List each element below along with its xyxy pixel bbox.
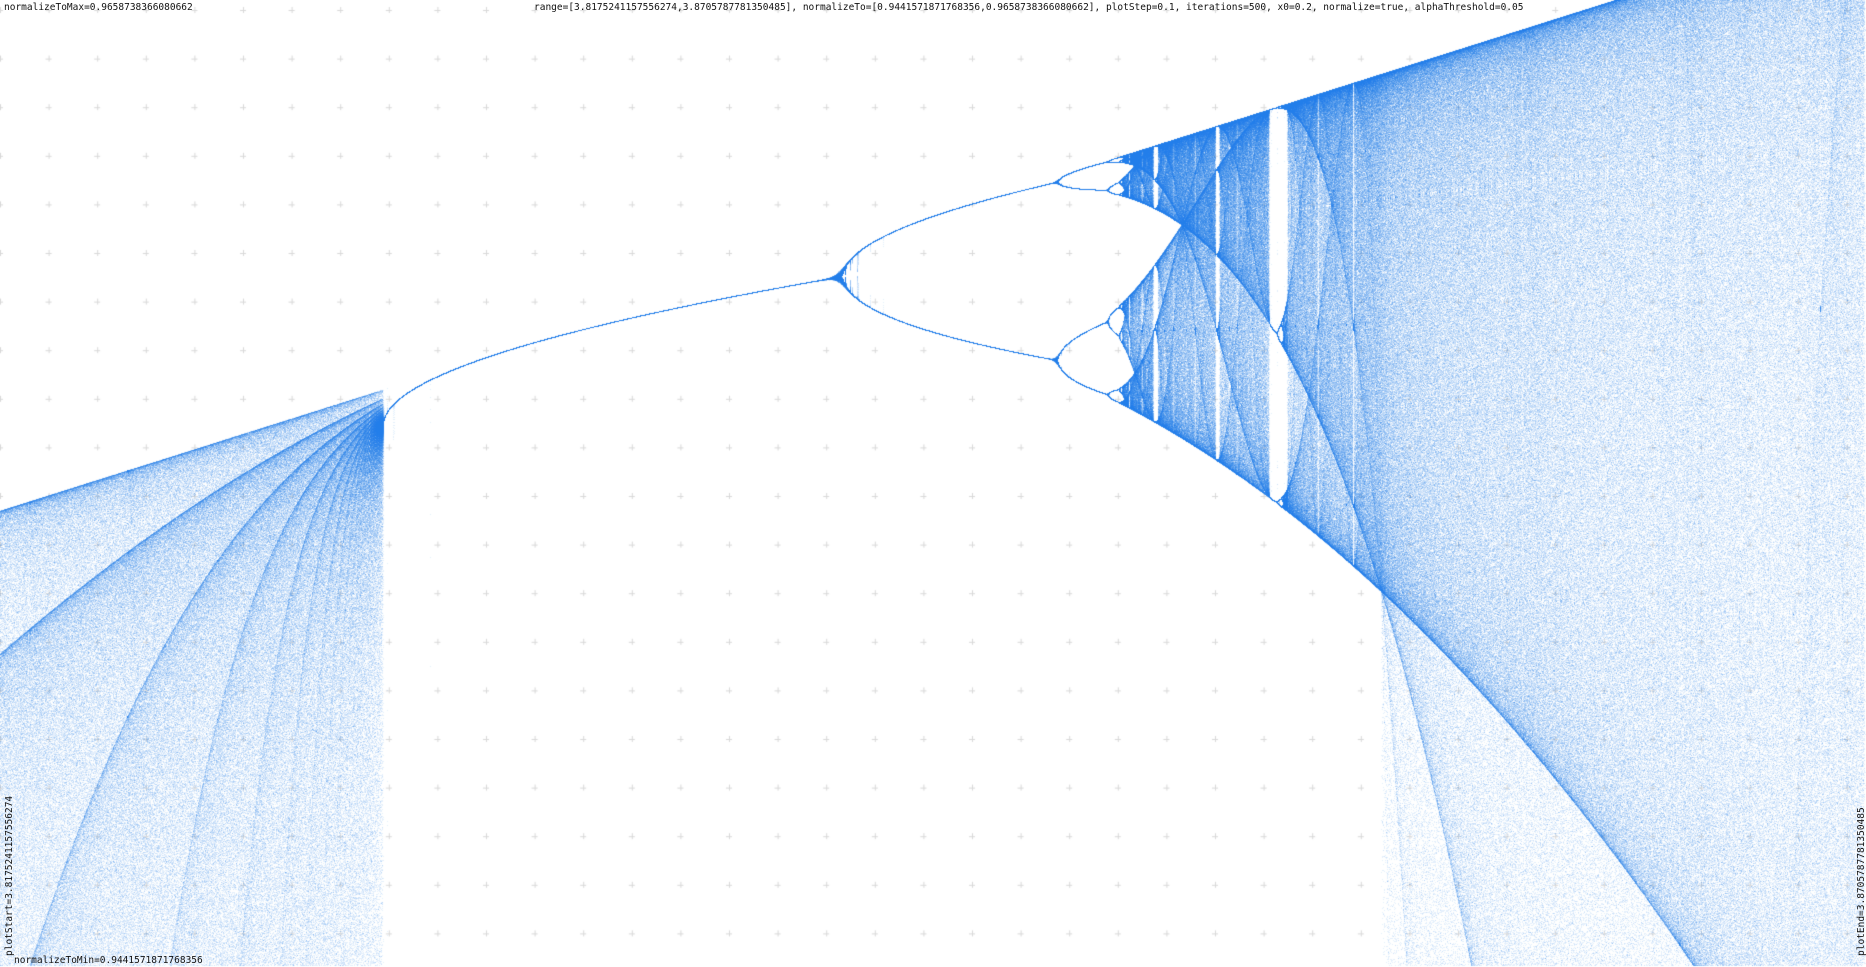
bifurcation-plot: normalizeToMax=0.9658738366080662 range=… (0, 0, 1866, 967)
bifurcation-scatter (0, 0, 1866, 967)
